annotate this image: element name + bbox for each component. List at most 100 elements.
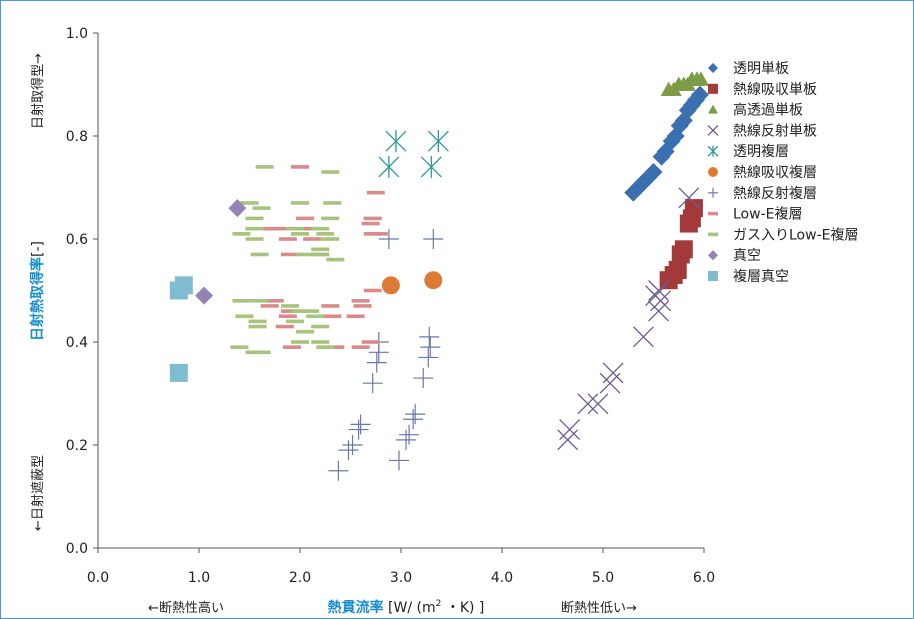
y-top-note: 日射取得型→ [30, 53, 46, 129]
data-point [427, 130, 449, 153]
legend-marker [708, 167, 718, 177]
data-point [361, 340, 380, 344]
x-axis-title-bold: 熱貫流率 [328, 599, 384, 616]
data-point [275, 324, 294, 329]
data-point [424, 271, 443, 290]
data-point [385, 130, 407, 153]
data-point [311, 324, 330, 329]
data-point [321, 216, 340, 221]
x-axis-title: 熱貫流率 [W/ (m2 ・K) ] [328, 599, 485, 616]
data-point [278, 237, 297, 241]
data-point [291, 165, 309, 169]
data-point [362, 373, 383, 394]
legend-marker [708, 271, 718, 281]
data-point [262, 226, 281, 231]
legend-label: 熱線吸収単板 [733, 82, 817, 98]
data-point [195, 286, 214, 305]
legend-label: 透明単板 [733, 61, 789, 77]
data-point [282, 345, 301, 349]
series-4 [378, 130, 449, 178]
marker-stroke [602, 362, 624, 384]
legend-label: Low-E複層 [733, 206, 802, 223]
data-point [351, 345, 370, 349]
data-point [278, 314, 297, 319]
series-0 [624, 85, 709, 202]
legend-label: 熱線反射複層 [733, 185, 817, 202]
data-point [326, 257, 345, 262]
data-point [413, 368, 434, 389]
marker-stroke [678, 187, 700, 209]
legend-marker [708, 63, 718, 73]
legend-marker [707, 124, 719, 136]
data-point [342, 435, 363, 455]
x-tick-label: 3.0 [390, 570, 412, 586]
legend-label: 熱線吸収複層 [733, 164, 817, 181]
data-point [378, 229, 399, 249]
legend-item: 熱線吸収単板 [708, 82, 817, 98]
marker-stroke [648, 280, 670, 301]
data-point [232, 232, 251, 236]
legend-marker [708, 187, 718, 198]
data-point [245, 226, 264, 231]
marker-stroke [559, 419, 581, 441]
y-axis-title-unit: [-] [30, 241, 46, 257]
marker-stroke [707, 124, 719, 136]
data-point [285, 226, 304, 231]
data-point [559, 419, 581, 441]
legend-item: 熱線吸収複層 [708, 164, 817, 181]
series-9 [195, 199, 247, 305]
data-point [577, 393, 599, 415]
data-point [250, 252, 269, 257]
series-7 [260, 165, 388, 349]
y-axis-title: 日射熱取得率[-] [29, 241, 46, 341]
data-point [348, 419, 369, 440]
data-point [602, 362, 624, 384]
x-axis-title-tail: ・K) ] [441, 600, 484, 616]
legend-item: Low-E複層 [708, 206, 802, 223]
legend-marker [708, 250, 718, 261]
data-point [280, 252, 299, 257]
data-point [420, 155, 442, 178]
data-point [255, 165, 274, 169]
data-point [291, 340, 309, 344]
data-point [648, 300, 670, 322]
legend-marker [708, 104, 718, 114]
marker-stroke [557, 429, 579, 451]
data-point [403, 409, 424, 430]
data-point [311, 226, 330, 231]
x-tick-label: 4.0 [491, 570, 513, 586]
series-5 [381, 271, 443, 295]
series-3 [557, 187, 700, 451]
data-point [291, 232, 309, 236]
data-point [678, 187, 700, 209]
data-point [351, 299, 370, 303]
legend-item: 透明単板 [708, 61, 789, 77]
data-point [321, 170, 340, 174]
data-point [280, 304, 299, 308]
data-point [369, 232, 388, 236]
data-point [296, 329, 315, 334]
legend-item: 真空 [708, 248, 761, 264]
data-point [311, 340, 330, 344]
series-6 [328, 229, 444, 481]
x-left-note: ←断熱性高い [148, 600, 224, 616]
data-point [363, 288, 382, 293]
y-tick-label: 0.2 [66, 438, 88, 454]
legend-marker [708, 232, 718, 237]
marker-stroke [632, 326, 654, 348]
data-point [353, 304, 372, 308]
data-point [252, 206, 271, 210]
data-point [235, 314, 254, 319]
data-point [323, 314, 342, 319]
data-point [296, 252, 315, 257]
data-point [285, 319, 304, 324]
data-point [399, 424, 420, 445]
data-point [632, 326, 654, 348]
data-point [301, 226, 320, 231]
data-point [423, 229, 444, 249]
data-point [396, 429, 417, 450]
axes: 0.0 1.0 2.0 3.0 4.0 5.0 6.0 0.0 0.2 0.4 0.6 0.8 1.0 [66, 26, 715, 586]
y-tick-label: 1.0 [66, 26, 88, 42]
